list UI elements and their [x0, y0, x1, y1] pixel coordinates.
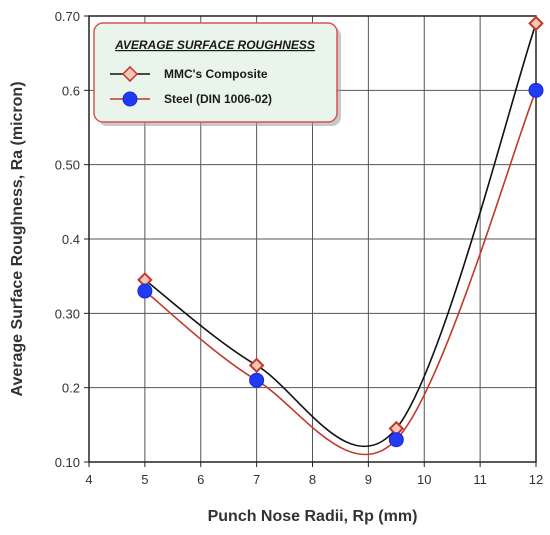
series-line-0 — [144, 23, 537, 448]
x-tick-label: 12 — [529, 472, 543, 487]
series-markers — [137, 15, 544, 448]
legend-label-steel: Steel (DIN 1006-02) — [164, 92, 272, 106]
legend-entry-mmc: MMC's Composite — [110, 65, 268, 83]
y-tick-label: 0.2 — [62, 381, 80, 396]
legend-label-mmc: MMC's Composite — [164, 67, 268, 81]
data-point-1-3 — [528, 82, 544, 98]
data-point-0-1 — [248, 357, 265, 374]
legend-title: AVERAGE SURFACE ROUGHNESS — [114, 38, 315, 52]
x-axis-title: Punch Nose Radii, Rp (mm) — [208, 508, 418, 525]
data-point-0-2 — [388, 420, 405, 437]
legend-marker-mmc-diamond — [121, 65, 139, 83]
x-tick-label: 6 — [197, 472, 204, 487]
x-tick-label: 7 — [253, 472, 260, 487]
y-tick-label: 0.30 — [55, 306, 80, 321]
y-axis-ticks: 0.10 0.2 0.30 0.4 0.50 0.6 0.70 — [55, 9, 89, 470]
data-point-1-2 — [388, 432, 404, 448]
data-point-1-0 — [137, 283, 153, 299]
y-tick-label: 0.4 — [62, 232, 80, 247]
series-lines — [144, 23, 537, 456]
y-tick-label: 0.50 — [55, 158, 80, 173]
x-axis-ticks: 4 5 6 7 8 9 10 11 12 — [85, 462, 543, 487]
x-tick-label: 4 — [85, 472, 92, 487]
series-line-1 — [144, 90, 537, 456]
y-tick-label: 0.70 — [55, 9, 80, 24]
data-point-0-3 — [528, 15, 544, 32]
legend-entry-steel: Steel (DIN 1006-02) — [110, 91, 272, 107]
y-axis-title: Average Surface Roughness, Ra (micron) — [9, 81, 26, 396]
legend-marker-steel-circle — [122, 91, 138, 107]
x-tick-label: 8 — [309, 472, 316, 487]
x-tick-label: 11 — [473, 472, 487, 487]
x-tick-label: 9 — [365, 472, 372, 487]
y-tick-label: 0.6 — [62, 83, 80, 98]
data-point-1-1 — [249, 372, 265, 388]
x-tick-label: 10 — [417, 472, 431, 487]
legend: AVERAGE SURFACE ROUGHNESS MMC's Composit… — [93, 22, 341, 126]
x-tick-label: 5 — [141, 472, 148, 487]
y-tick-label: 0.10 — [55, 455, 80, 470]
legend-box — [93, 22, 338, 123]
data-point-0-0 — [137, 272, 153, 288]
